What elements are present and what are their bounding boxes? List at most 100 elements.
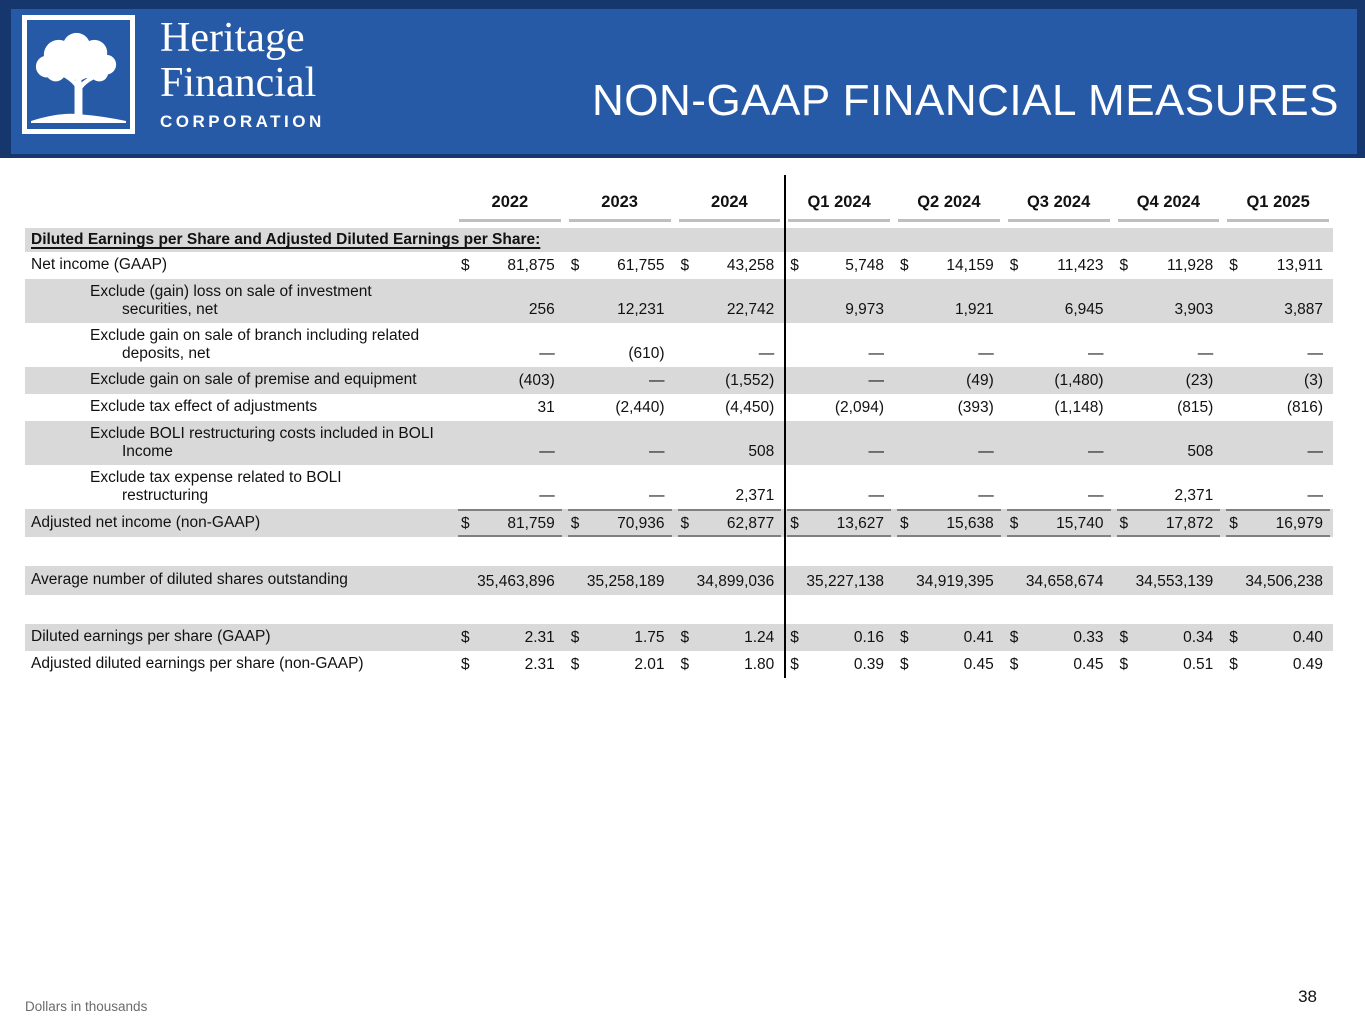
cell-value: (3) — [1304, 372, 1323, 389]
table-row: Exclude tax effect of adjustments 31 (2,44… — [25, 394, 1333, 421]
cell-value: — — [868, 443, 885, 460]
spacer-row — [25, 595, 1333, 624]
cell-q4-2024: (815) — [1114, 394, 1224, 421]
cell-q1-2025: — — [1223, 421, 1333, 465]
col-header-underline — [459, 219, 561, 222]
cell-q1-2024: — — [784, 465, 894, 509]
cell-value: — — [1197, 345, 1214, 362]
cell-value: — — [978, 345, 994, 362]
cell-value: — — [978, 443, 994, 460]
row-label: Exclude tax expense related to BOLI rest… — [90, 468, 342, 504]
cell-value: 81,759 — [507, 515, 555, 532]
cell-2022: 35,463,896 — [455, 566, 565, 595]
dollar-sign: $ — [461, 656, 470, 673]
cell-value: 62,877 — [726, 515, 775, 532]
cell-2023: — — [565, 367, 675, 394]
row-label: Exclude tax effect of adjustments — [90, 398, 318, 416]
cell-2023: 35,258,189 — [565, 566, 675, 595]
page-number: 38 — [1298, 987, 1317, 1006]
cell-value: 0.39 — [853, 656, 884, 673]
table-row: Exclude gain on sale of premise and equi… — [25, 367, 1333, 394]
cell-value: 14,159 — [946, 257, 994, 274]
cell-value: (393) — [957, 399, 994, 416]
row-label: Exclude gain on sale of branch including… — [90, 326, 420, 362]
cell-q2-2024: (393) — [894, 394, 1004, 421]
cell-value: — — [868, 345, 885, 362]
cell-2023: $2.01 — [565, 651, 675, 678]
cell-value: 256 — [528, 301, 555, 318]
dollars-note: Dollars in thousands — [25, 999, 148, 1014]
cell-q1-2025: (816) — [1223, 394, 1333, 421]
row-label: Diluted earnings per share (GAAP) — [31, 628, 271, 646]
cell-q3-2024: $0.33 — [1004, 624, 1114, 651]
cell-q3-2024: $0.45 — [1004, 651, 1114, 678]
cell-value: 16,979 — [1275, 515, 1323, 532]
dollar-sign: $ — [790, 515, 799, 532]
cell-2022: $81,875 — [455, 252, 565, 279]
cell-2024: 22,742 — [675, 279, 785, 323]
section-header-row: Diluted Earnings per Share and Adjusted … — [25, 228, 1333, 252]
table-header-row: 2022 2023 2024 Q1 2024 Q2 2024 Q3 2024 Q4 2024… — [25, 182, 1333, 222]
cell-value: 34,658,674 — [1025, 573, 1104, 590]
header-banner-inner — [11, 9, 1357, 154]
company-name-corporation: CORPORATION — [160, 112, 325, 132]
cell-2024: — — [675, 323, 785, 367]
cell-2022: $2.31 — [455, 624, 565, 651]
cell-2022: 31 — [455, 394, 565, 421]
cell-value: — — [1307, 443, 1324, 460]
cell-2022: $2.31 — [455, 651, 565, 678]
table-row: Exclude tax expense related to BOLI rest… — [25, 465, 1333, 509]
cell-value: 2.01 — [634, 656, 665, 673]
dollar-sign: $ — [680, 629, 690, 646]
cell-value: 1,921 — [954, 301, 994, 318]
cell-value: 11,928 — [1166, 257, 1214, 274]
cell-q2-2024: — — [894, 421, 1004, 465]
cell-value: (816) — [1286, 399, 1323, 416]
row-label: Average number of diluted shares outstan… — [31, 571, 348, 589]
dollar-sign: $ — [461, 257, 470, 274]
cell-value: 1.75 — [634, 629, 665, 646]
slide-title: NON-GAAP FINANCIAL MEASURES — [592, 76, 1339, 125]
cell-2023: 12,231 — [565, 279, 675, 323]
cell-q2-2024: $0.41 — [894, 624, 1004, 651]
dollar-sign: $ — [1009, 629, 1019, 646]
col-header-label: 2022 — [491, 192, 529, 211]
cell-q1-2025: 34,506,238 — [1223, 566, 1333, 595]
cell-2022: — — [455, 421, 565, 465]
dollar-sign: $ — [570, 629, 580, 646]
table-row: Exclude gain on sale of branch including… — [25, 323, 1333, 367]
cell-value: 17,872 — [1165, 515, 1214, 532]
cell-2022: $81,759 — [455, 509, 565, 537]
cell-value: 2,371 — [1174, 487, 1214, 504]
dollar-sign: $ — [1229, 515, 1238, 532]
dollar-sign: $ — [680, 515, 690, 532]
cell-2024: (1,552) — [675, 367, 785, 394]
cell-value: 0.34 — [1183, 629, 1214, 646]
cell-q1-2025: $0.40 — [1223, 624, 1333, 651]
col-header-label: 2024 — [711, 192, 748, 211]
cell-2024: $1.24 — [675, 624, 785, 651]
col-header-2023: 2023 — [565, 182, 675, 222]
cell-2022: 256 — [455, 279, 565, 323]
cell-q1-2024: (2,094) — [784, 394, 894, 421]
cell-q1-2025: (3) — [1223, 367, 1333, 394]
dollar-sign: $ — [900, 257, 909, 274]
cell-value: 34,553,139 — [1135, 573, 1214, 590]
cell-value: 0.49 — [1292, 656, 1323, 673]
cell-q4-2024: — — [1114, 323, 1224, 367]
col-header-label: Q2 2024 — [917, 192, 981, 211]
cell-value: (403) — [518, 372, 555, 389]
col-header-q1-2025: Q1 2025 — [1223, 182, 1333, 222]
cell-2024: 34,899,036 — [675, 566, 785, 595]
col-header-label: Q1 2024 — [807, 192, 871, 211]
cell-value: — — [539, 443, 555, 460]
cell-value: 0.16 — [853, 629, 884, 646]
col-header-q3-2024: Q3 2024 — [1004, 182, 1114, 222]
cell-value: 6,945 — [1064, 301, 1104, 318]
cell-2024: 2,371 — [675, 465, 785, 509]
col-header-underline — [1007, 219, 1110, 222]
cell-2022: (403) — [455, 367, 565, 394]
cell-2024: 508 — [675, 421, 785, 465]
cell-q1-2025: $13,911 — [1223, 252, 1333, 279]
